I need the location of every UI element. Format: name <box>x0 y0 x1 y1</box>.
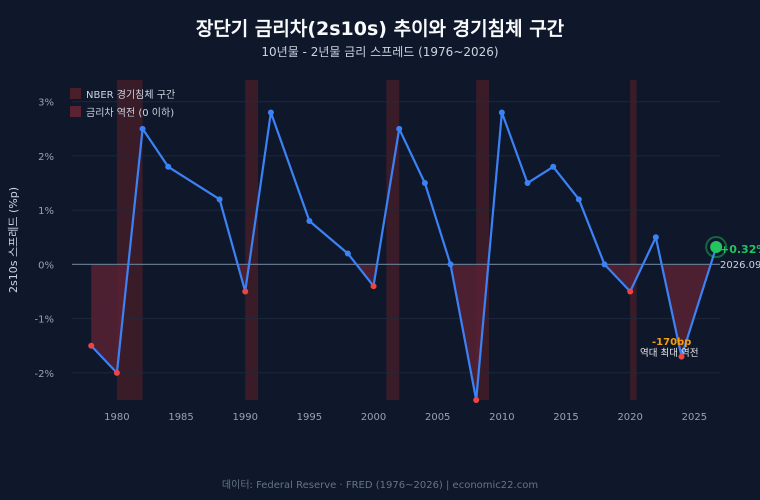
y-tick-label: 2% <box>38 152 54 163</box>
y-axis-label: 2s10s 스프레드 (%p) <box>7 187 20 293</box>
data-point <box>113 369 120 376</box>
min-annotation: -170bp 역대 최대 역전 <box>640 337 698 359</box>
data-point <box>306 218 313 225</box>
x-tick-label: 1985 <box>168 412 193 423</box>
data-point <box>396 125 403 132</box>
y-tick-label: 0% <box>38 260 54 271</box>
x-tick-label: 2010 <box>489 412 514 423</box>
data-point <box>267 109 274 116</box>
y-tick-labels: -2% -1% 0% 1% 2% 3% <box>35 98 54 380</box>
data-point <box>421 180 428 187</box>
legend-label-inversion: 금리차 역전 (0 이하) <box>86 106 174 119</box>
data-point <box>498 109 505 116</box>
x-tick-label: 2025 <box>682 412 707 423</box>
data-point <box>370 283 377 290</box>
chart-title: 장단기 금리차(2s10s) 추이와 경기침체 구간 <box>195 18 565 40</box>
legend-swatch-inversion <box>70 106 81 117</box>
chart-subtitle: 10년물 - 2년물 금리 스프레드 (1976~2026) <box>261 45 499 59</box>
x-tick-label: 2015 <box>553 412 578 423</box>
grid-lines <box>72 101 720 374</box>
data-point <box>344 250 351 257</box>
data-point <box>88 342 95 349</box>
data-point <box>165 163 172 170</box>
data-point <box>139 125 146 132</box>
source-note: 데이터: Federal Reserve · FRED (1976~2026) … <box>221 480 539 491</box>
min-annotation-text: 역대 최대 역전 <box>640 348 698 359</box>
data-point <box>678 353 685 360</box>
data-point <box>652 234 659 241</box>
latest-value-label: +0.32% <box>720 243 760 256</box>
x-tick-label: 1980 <box>104 412 129 423</box>
legend-label-recession: NBER 경기침체 구간 <box>86 88 175 101</box>
data-points <box>88 109 685 403</box>
data-point <box>447 261 454 268</box>
data-point <box>216 196 223 203</box>
latest-marker: +0.32% 2026.09 <box>705 236 760 271</box>
y-tick-label: -1% <box>35 315 54 326</box>
x-tick-label: 2000 <box>361 412 386 423</box>
x-tick-label: 2005 <box>425 412 450 423</box>
data-point <box>242 288 249 295</box>
latest-dot <box>710 241 723 254</box>
x-tick-label: 1995 <box>297 412 322 423</box>
y-tick-label: 1% <box>38 206 54 217</box>
data-point <box>601 261 608 268</box>
inversion-fill-5 <box>661 264 711 357</box>
recession-band-0 <box>116 80 143 400</box>
recession-bands <box>116 80 637 400</box>
recession-band-4 <box>630 80 637 400</box>
data-point <box>473 397 480 403</box>
latest-date-label: 2026.09 <box>720 260 760 271</box>
data-point <box>575 196 582 203</box>
data-point <box>524 180 531 187</box>
latest-ring <box>705 236 728 259</box>
data-point <box>550 163 557 170</box>
min-annotation-value: -170bp <box>652 337 691 348</box>
data-point <box>627 288 634 295</box>
y-tick-label: -2% <box>35 369 54 380</box>
x-tick-labels: 1980 1985 1990 1995 2000 2005 2010 2015 2020 2025 <box>104 412 707 423</box>
x-tick-label: 2020 <box>617 412 642 423</box>
y-tick-label: 3% <box>38 98 54 109</box>
legend: NBER 경기침체 구간 금리차 역전 (0 이하) <box>70 88 175 119</box>
x-tick-label: 1990 <box>233 412 258 423</box>
legend-swatch-recession <box>70 88 81 99</box>
recession-band-2 <box>386 80 400 400</box>
inversion-fills <box>91 264 711 400</box>
